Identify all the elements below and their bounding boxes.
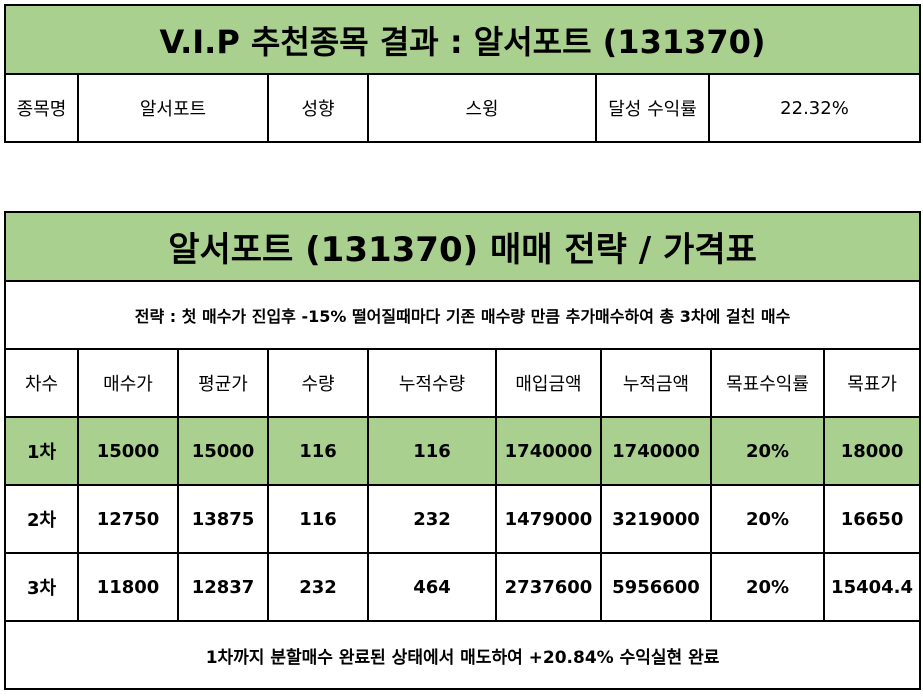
table-cell: 12837: [177, 552, 269, 622]
result-footer: 1차까지 분할매수 완료된 상태에서 매도하여 +20.84% 수익실현 완료: [3, 620, 922, 690]
table-cell: 15000: [177, 416, 269, 486]
strategy-table: 알서포트 (131370) 매매 전략 / 가격표 전략 : 첫 매수가 진입후…: [3, 211, 922, 690]
table-cell: 116: [367, 416, 497, 486]
col-header: 매수가: [77, 348, 179, 418]
table-cell: 16650: [822, 484, 922, 554]
col-header: 목표수익률: [710, 348, 825, 418]
table-cell: 3차: [4, 552, 79, 622]
style-label: 성향: [267, 73, 369, 143]
col-header: 누적금액: [600, 348, 712, 418]
table-cell: 5956600: [600, 552, 712, 622]
table-row: 2차 12750 13875 116 232 1479000 3219000 2…: [4, 484, 922, 554]
strategy-title: 알서포트 (131370) 매매 전략 / 가격표: [3, 211, 922, 282]
col-header: 차수: [4, 348, 79, 418]
table-cell: 18000: [822, 416, 922, 486]
stock-name-label: 종목명: [4, 73, 79, 143]
col-header: 평균가: [177, 348, 269, 418]
table-cell: 116: [267, 416, 369, 486]
table-cell: 15404.4: [822, 552, 922, 622]
spacer: [4, 142, 919, 211]
table-cell: 20%: [710, 416, 825, 486]
table-cell: 116: [267, 484, 369, 554]
table-cell: 232: [367, 484, 497, 554]
header-row: 차수 매수가 평균가 수량 누적수량 매입금액 누적금액 목표수익률 목표가: [4, 348, 922, 418]
return-value: 22.32%: [708, 73, 921, 143]
table-cell: 13875: [177, 484, 269, 554]
table-cell: 1차: [4, 416, 79, 486]
col-header: 목표가: [822, 348, 922, 418]
strategy-description: 전략 : 첫 매수가 진입후 -15% 떨어질때마다 기존 매수량 만큼 추가매…: [3, 280, 922, 350]
table-cell: 464: [367, 552, 497, 622]
col-header: 수량: [267, 348, 369, 418]
table-cell: 15000: [77, 416, 179, 486]
table-cell: 2차: [4, 484, 79, 554]
table-row: 3차 11800 12837 232 464 2737600 5956600 2…: [4, 552, 922, 622]
summary-table: V.I.P 추천종목 결과 : 알서포트 (131370) 종목명 알서포트 성…: [4, 4, 921, 143]
table-cell: 11800: [77, 552, 179, 622]
table-cell: 1740000: [600, 416, 712, 486]
table-row: 1차 15000 15000 116 116 1740000 1740000 2…: [4, 416, 922, 486]
table-cell: 20%: [710, 484, 825, 554]
stock-name-value: 알서포트: [77, 73, 269, 143]
table-cell: 3219000: [600, 484, 712, 554]
table-cell: 1740000: [495, 416, 602, 486]
col-header: 매입금액: [495, 348, 602, 418]
table-cell: 1479000: [495, 484, 602, 554]
return-label: 달성 수익률: [595, 73, 710, 143]
table-cell: 12750: [77, 484, 179, 554]
style-value: 스윙: [367, 73, 597, 143]
col-header: 누적수량: [367, 348, 497, 418]
table-cell: 2737600: [495, 552, 602, 622]
table-cell: 20%: [710, 552, 825, 622]
table-cell: 232: [267, 552, 369, 622]
summary-title: V.I.P 추천종목 결과 : 알서포트 (131370): [4, 4, 921, 75]
